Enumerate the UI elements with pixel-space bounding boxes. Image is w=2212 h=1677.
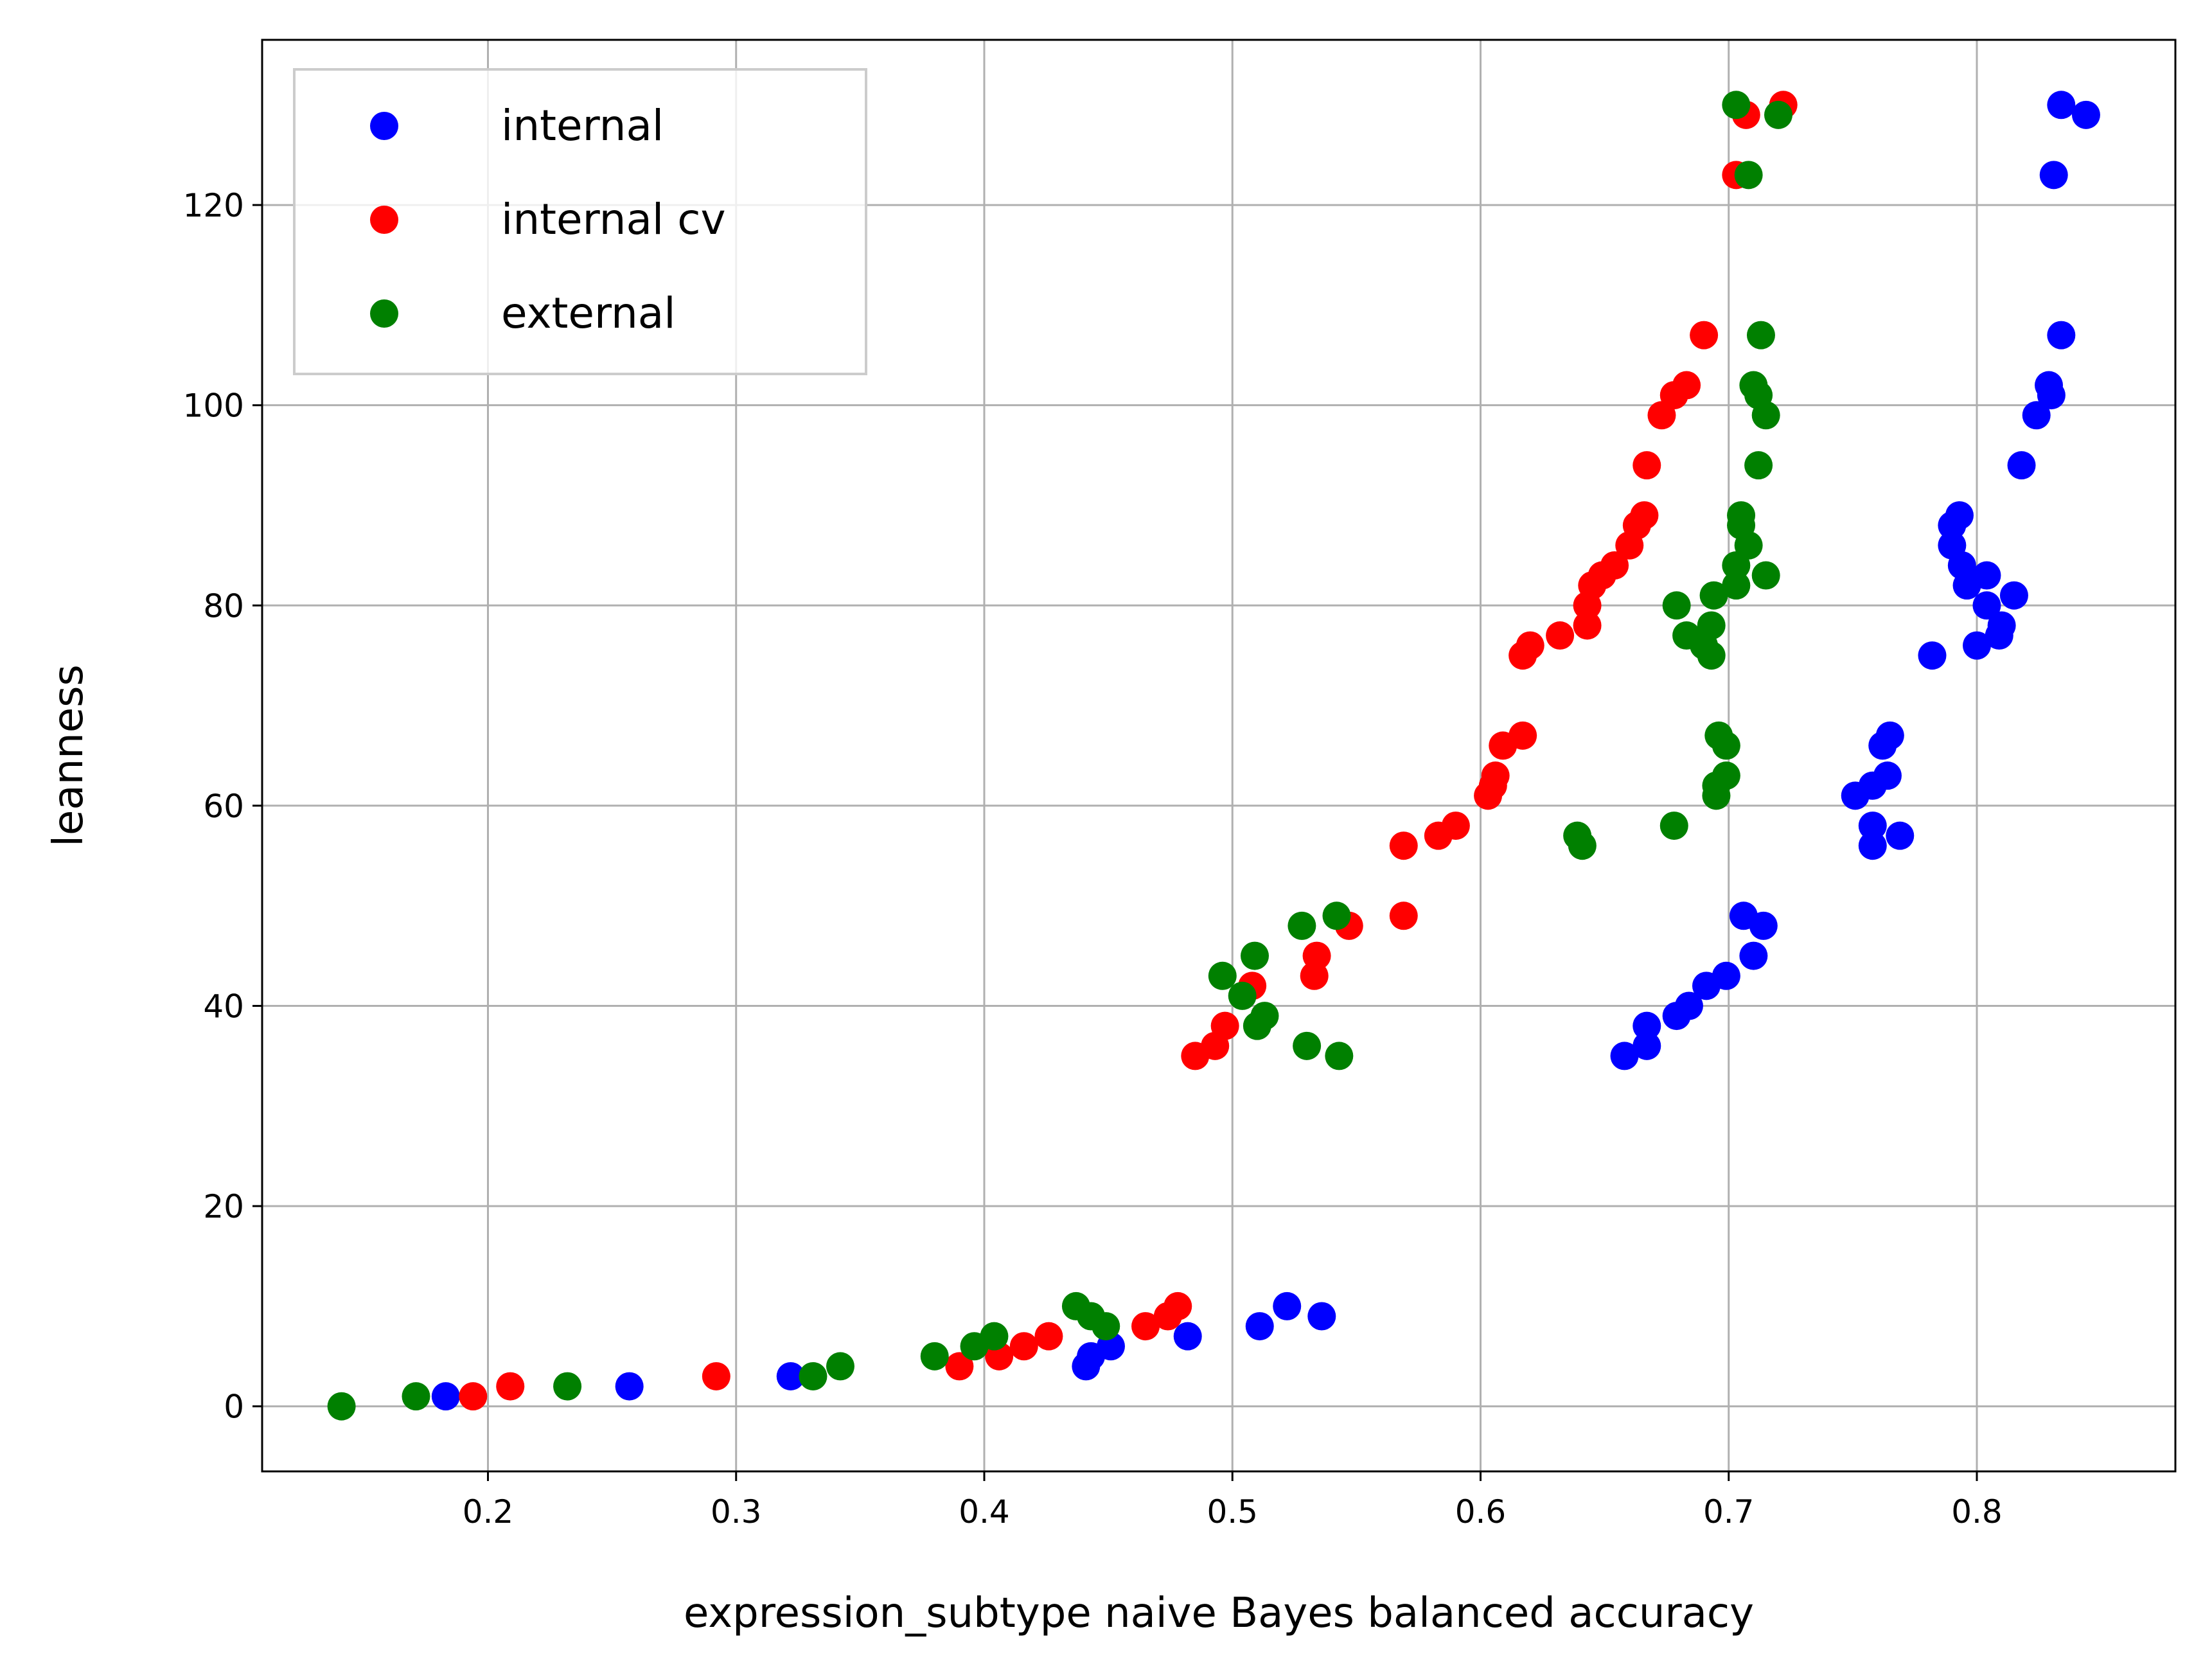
point-internal — [2008, 451, 2036, 479]
point-external — [1722, 91, 1750, 119]
point-external — [402, 1382, 430, 1410]
point-external — [980, 1322, 1008, 1351]
point-internal — [2047, 91, 2075, 119]
point-internal — [1174, 1322, 1202, 1351]
point-internal — [1918, 641, 1946, 670]
x-tick-label: 0.2 — [463, 1493, 514, 1531]
point-internal — [1972, 591, 2001, 619]
point-internal-cv — [1010, 1332, 1038, 1360]
point-external — [1744, 451, 1773, 479]
y-tick-label: 80 — [203, 587, 244, 625]
point-external — [1764, 101, 1792, 129]
x-tick-label: 0.8 — [1951, 1493, 2003, 1531]
point-external — [1747, 321, 1775, 350]
point-internal-cv — [1164, 1292, 1192, 1320]
legend-label-external: external — [501, 288, 676, 338]
point-external — [1672, 621, 1701, 650]
point-external — [1752, 562, 1780, 590]
legend-marker-external — [370, 299, 398, 328]
point-internal — [1273, 1292, 1301, 1320]
y-tick-label: 20 — [203, 1188, 244, 1225]
point-external — [1228, 982, 1257, 1010]
point-internal-cv — [1303, 942, 1331, 970]
legend-label-internal: internal — [501, 101, 664, 150]
legend-marker-internal-cv — [370, 206, 398, 234]
point-external — [328, 1392, 356, 1421]
point-internal-cv — [459, 1382, 487, 1410]
x-tick-label: 0.6 — [1455, 1493, 1507, 1531]
point-external — [1062, 1292, 1090, 1320]
point-external — [1325, 1042, 1353, 1070]
point-internal — [1859, 812, 1887, 840]
point-external — [1663, 591, 1691, 619]
point-internal-cv — [1546, 621, 1574, 650]
point-internal — [1739, 942, 1767, 970]
point-internal-cv — [1509, 722, 1537, 750]
point-external — [1208, 962, 1237, 990]
point-external — [553, 1372, 581, 1401]
point-internal — [2072, 101, 2100, 129]
x-tick-label: 0.3 — [711, 1493, 762, 1531]
point-external — [1250, 1002, 1279, 1030]
point-internal — [1712, 962, 1740, 990]
point-internal — [1876, 722, 1904, 750]
x-tick-label: 0.4 — [959, 1493, 1010, 1531]
point-internal — [1307, 1302, 1336, 1331]
point-external — [1293, 1032, 1321, 1060]
point-external — [799, 1362, 827, 1390]
point-external — [1287, 912, 1316, 940]
point-internal-cv — [1390, 901, 1418, 930]
point-internal-cv — [1390, 831, 1418, 860]
point-internal — [1632, 1012, 1661, 1040]
x-tick-label: 0.5 — [1207, 1493, 1258, 1531]
y-tick-label: 100 — [183, 387, 244, 425]
point-internal-cv — [1630, 501, 1658, 529]
point-internal-cv — [1516, 632, 1544, 660]
point-external — [1241, 942, 1269, 970]
point-internal — [2047, 321, 2075, 350]
legend: internal internal cv external — [294, 69, 866, 374]
y-tick-label: 120 — [183, 187, 244, 224]
point-internal-cv — [1482, 761, 1510, 790]
y-tick-label: 0 — [224, 1389, 244, 1426]
point-external — [1563, 822, 1591, 850]
point-internal — [1972, 562, 2001, 590]
point-internal — [432, 1382, 460, 1410]
point-external — [921, 1342, 949, 1371]
point-internal-cv — [702, 1362, 730, 1390]
point-external — [1704, 722, 1733, 750]
point-external — [1660, 812, 1688, 840]
point-internal-cv — [1442, 812, 1470, 840]
point-external — [826, 1352, 854, 1380]
point-internal — [1945, 501, 1974, 529]
point-external — [1735, 161, 1763, 189]
y-axis-label: leanness — [45, 664, 93, 847]
y-tick-label: 40 — [203, 988, 244, 1025]
point-external — [1322, 901, 1350, 930]
point-internal — [2035, 371, 2063, 400]
legend-marker-internal — [370, 112, 398, 140]
point-internal-cv — [1690, 321, 1718, 350]
y-tick-label: 60 — [203, 788, 244, 825]
point-internal-cv — [1632, 451, 1661, 479]
point-internal-cv — [1211, 1012, 1239, 1040]
point-internal — [1749, 912, 1778, 940]
point-external — [1712, 761, 1740, 790]
point-internal — [615, 1372, 644, 1401]
point-internal-cv — [1034, 1322, 1063, 1351]
point-internal — [1246, 1312, 1274, 1340]
point-internal — [1886, 822, 1914, 850]
point-external — [1739, 371, 1767, 400]
point-external — [1727, 501, 1755, 529]
point-internal-cv — [496, 1372, 524, 1401]
x-tick-label: 0.7 — [1703, 1493, 1755, 1531]
legend-label-internal-cv: internal cv — [501, 195, 726, 244]
point-internal — [1873, 761, 1902, 790]
point-internal — [2000, 581, 2028, 610]
point-internal — [2040, 161, 2068, 189]
x-axis-label: expression_subtype naive Bayes balanced … — [684, 1590, 1754, 1637]
point-external — [1697, 611, 1726, 639]
point-internal-cv — [1672, 371, 1701, 400]
